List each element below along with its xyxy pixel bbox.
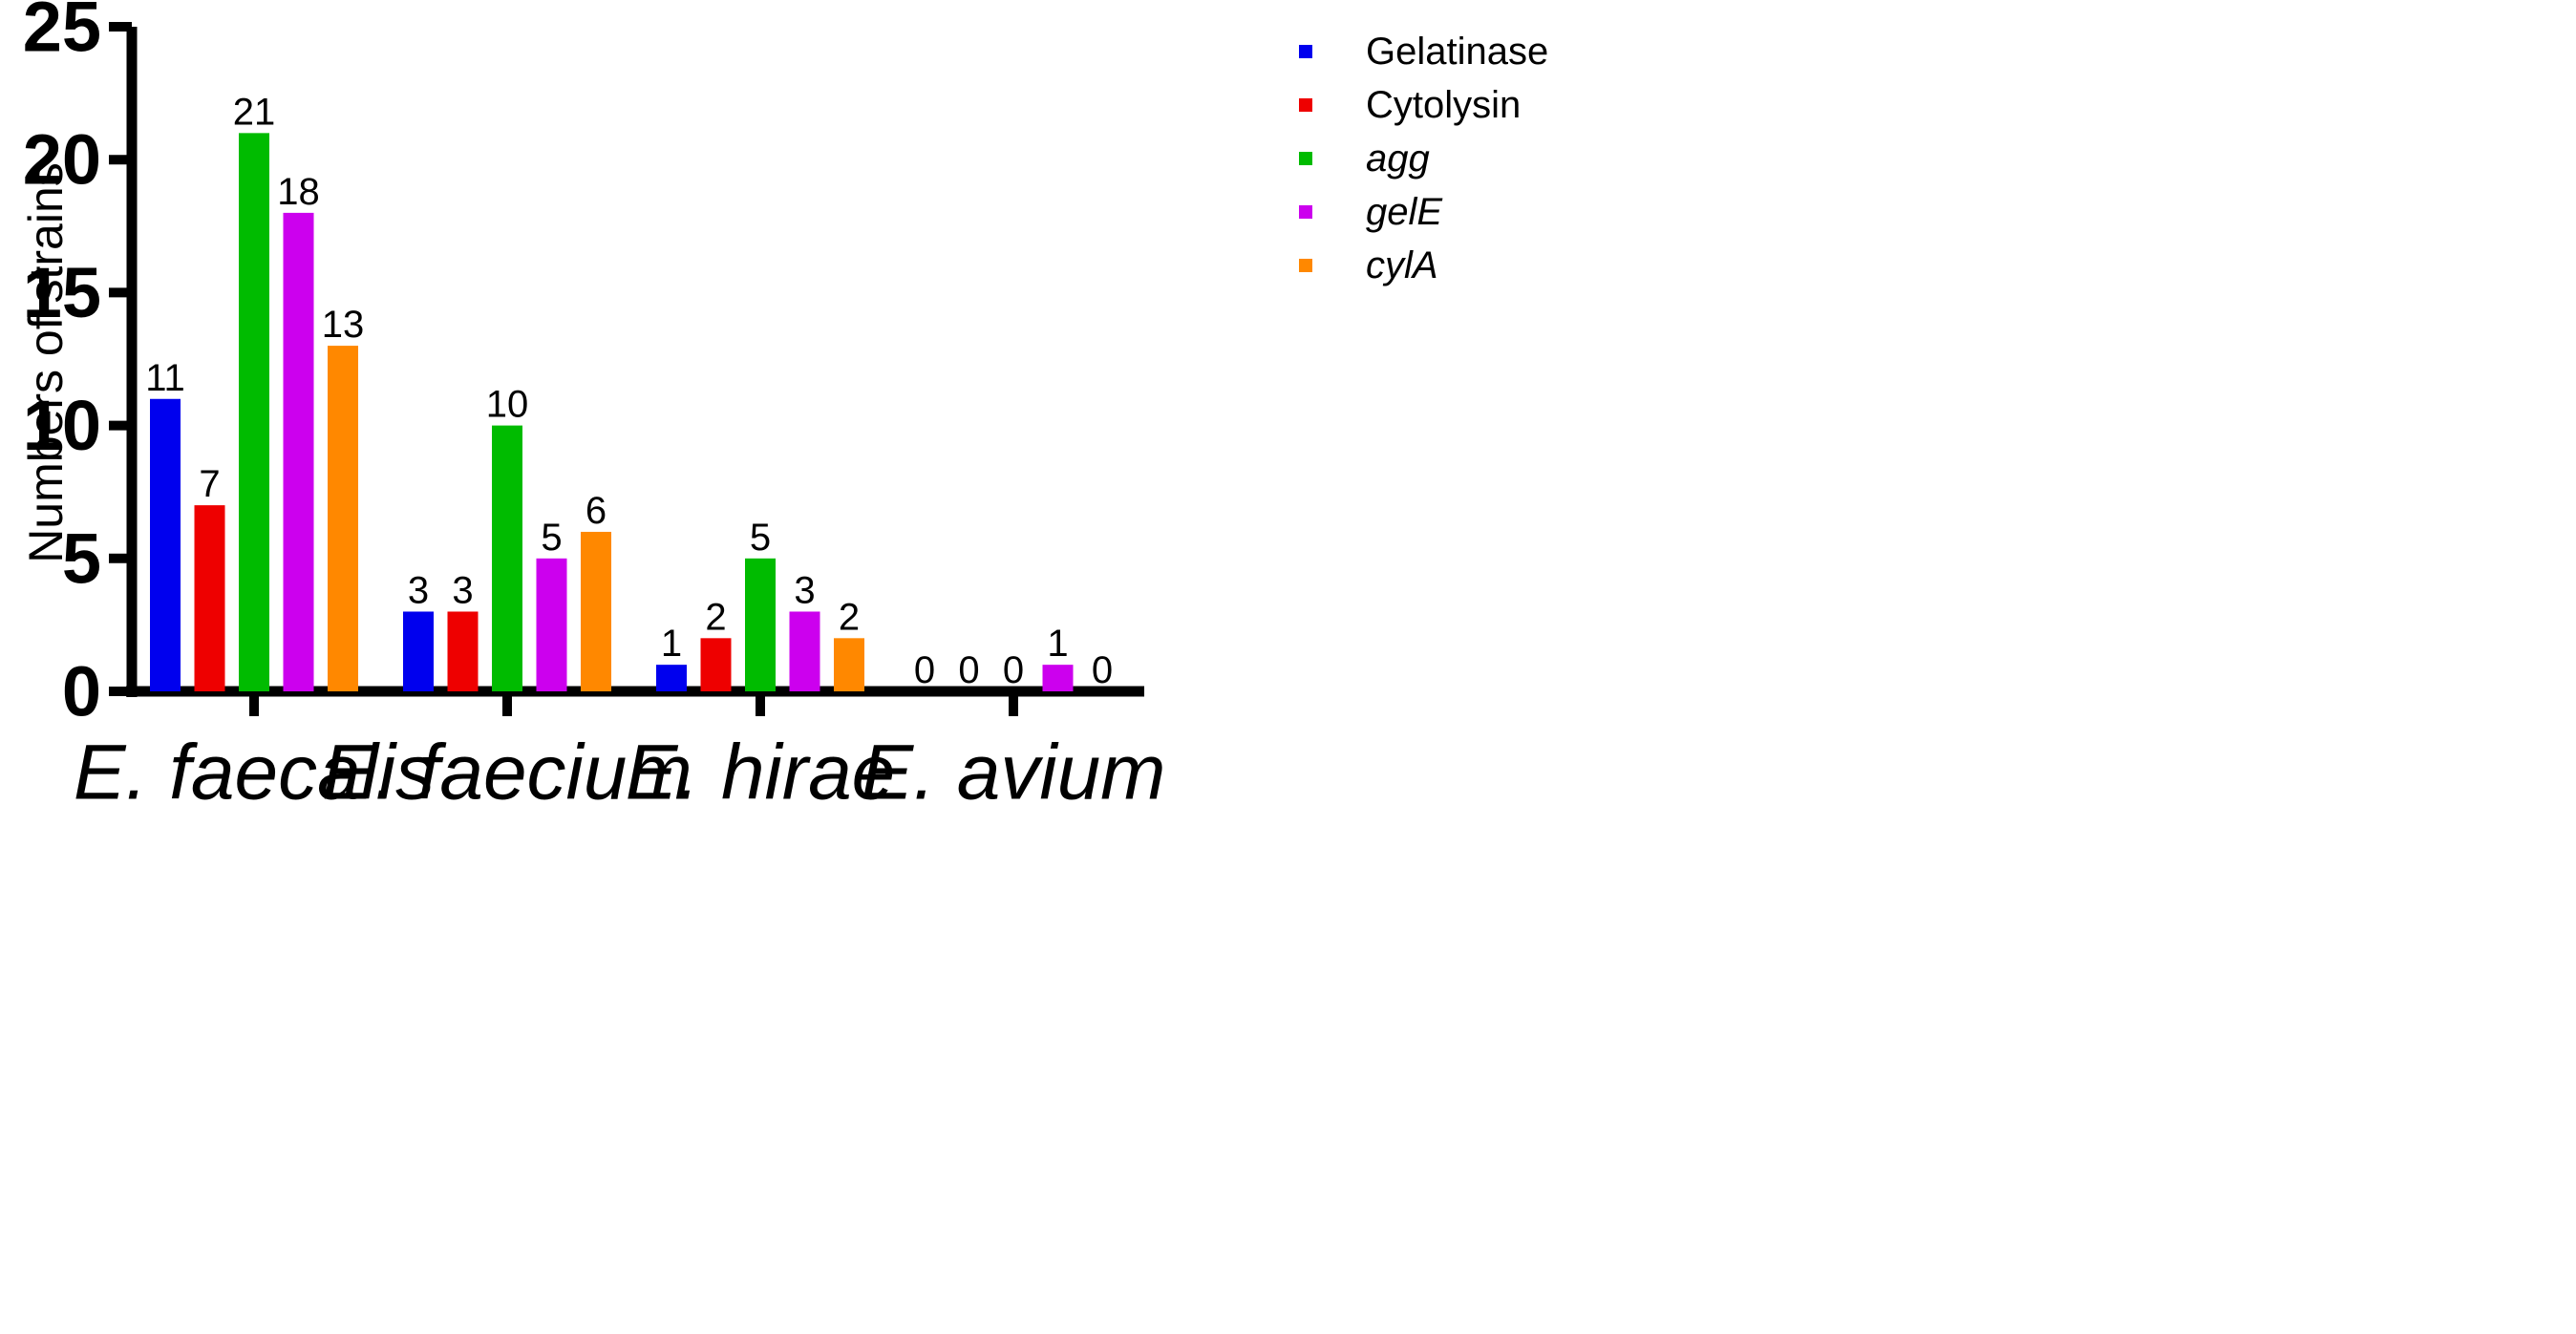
legend-label: cylA (1366, 244, 1438, 286)
data-label: 0 (1092, 649, 1113, 691)
legend: Gelatinase Cytolysin agg gelE cylA (1299, 31, 1548, 286)
y-tick-label: 0 (62, 652, 101, 731)
data-label: 0 (914, 649, 935, 691)
y-tick-label: 5 (62, 519, 101, 598)
bar (745, 558, 776, 691)
data-label: 0 (958, 649, 979, 691)
bar (447, 611, 479, 691)
bar (239, 133, 269, 692)
x-tick-label: E. faecalis (74, 730, 435, 816)
data-label: 11 (145, 357, 185, 399)
bar (283, 212, 314, 691)
bar (328, 346, 358, 691)
data-label: 10 (486, 384, 529, 426)
x-tick-label: E. hirae (626, 730, 896, 816)
bar (536, 558, 567, 691)
data-label: 3 (794, 569, 815, 611)
bars (150, 133, 1074, 692)
legend-swatch (1299, 152, 1312, 165)
data-label: 3 (408, 569, 429, 611)
bar (581, 531, 611, 691)
legend-swatch (1299, 45, 1312, 58)
y-tick-label: 10 (23, 386, 101, 465)
data-label: 13 (322, 304, 365, 346)
bar (403, 611, 434, 691)
data-label: 1 (1047, 623, 1068, 665)
bar (834, 638, 864, 691)
bar (700, 638, 732, 691)
bar (1042, 665, 1074, 691)
y-tick-label: 15 (23, 253, 101, 332)
legend-label: agg (1366, 138, 1430, 180)
legend-label: gelE (1366, 191, 1443, 233)
data-label: 21 (233, 91, 276, 133)
data-label: 2 (705, 596, 726, 638)
legend-swatch (1299, 205, 1312, 219)
legend-swatch (1299, 98, 1312, 112)
data-label: 5 (750, 517, 771, 559)
data-label: 5 (541, 517, 562, 559)
y-tick-label: 25 (23, 0, 101, 67)
data-label: 3 (452, 569, 473, 611)
data-label: 0 (1003, 649, 1024, 691)
bar (656, 665, 687, 691)
bar (492, 425, 522, 691)
bar (150, 398, 181, 691)
x-tick-label: E. faecium (322, 730, 692, 816)
data-label: 1 (661, 623, 682, 665)
y-tick-label: 20 (23, 120, 101, 200)
y-axis-label: Numbers of strains (19, 162, 73, 563)
legend-swatch (1299, 259, 1312, 272)
data-label: 18 (277, 171, 320, 213)
data-label: 2 (839, 596, 860, 638)
x-tick-label: E. avium (862, 730, 1166, 816)
bar (789, 611, 820, 691)
legend-label: Gelatinase (1366, 31, 1548, 73)
data-label: 7 (199, 463, 220, 505)
data-label: 6 (585, 490, 607, 532)
legend-label: Cytolysin (1366, 84, 1521, 126)
bar (194, 505, 225, 691)
